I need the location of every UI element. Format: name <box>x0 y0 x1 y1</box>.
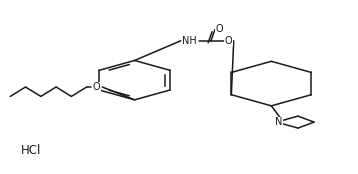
Text: O: O <box>225 36 233 46</box>
Text: O: O <box>215 24 223 34</box>
Text: NH: NH <box>182 36 197 46</box>
Text: HCl: HCl <box>21 144 41 157</box>
Text: N: N <box>275 117 282 127</box>
Text: O: O <box>93 82 100 92</box>
